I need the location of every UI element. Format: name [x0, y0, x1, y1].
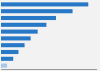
chart — [0, 0, 100, 71]
bar — [1, 57, 13, 61]
bar — [1, 64, 7, 68]
chart-container — [0, 0, 100, 71]
background — [0, 0, 100, 71]
bar — [1, 30, 38, 34]
bar — [1, 36, 31, 40]
bar — [1, 43, 25, 47]
x-axis-line — [1, 69, 97, 70]
bar — [1, 50, 18, 54]
bar — [1, 23, 46, 27]
bar — [1, 16, 56, 20]
bars — [1, 2, 88, 67]
bar — [1, 2, 88, 6]
bar — [1, 9, 73, 13]
